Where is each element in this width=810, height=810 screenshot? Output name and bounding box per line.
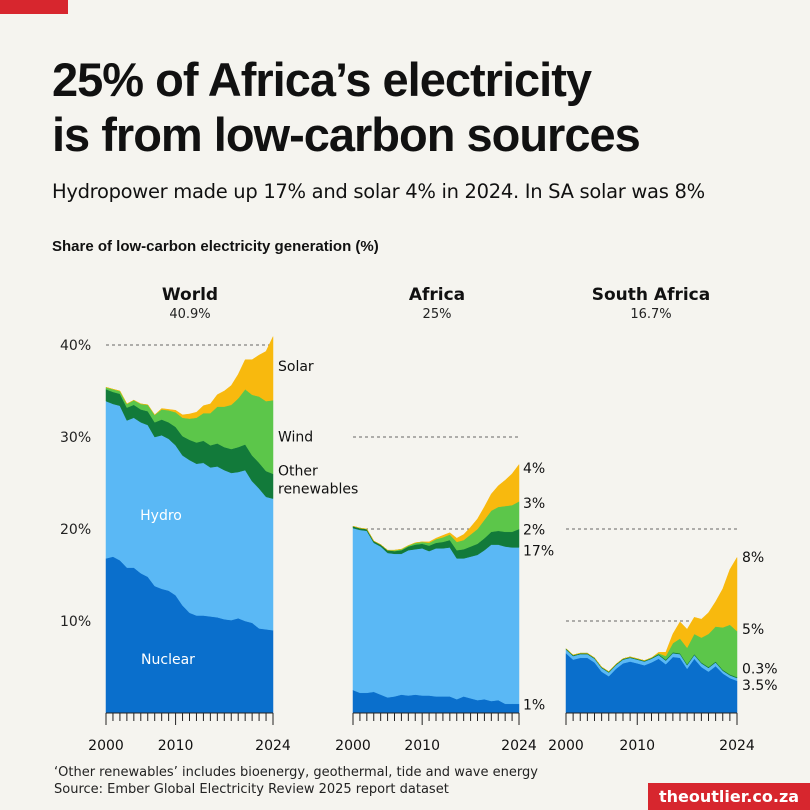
y-tick-label: 30% bbox=[60, 430, 91, 446]
top-accent-bar bbox=[0, 0, 68, 14]
series-label-world-hydro: Hydro bbox=[140, 508, 182, 524]
series-label-line: Nuclear bbox=[141, 652, 195, 668]
x-tick-label: 2010 bbox=[404, 738, 440, 754]
brand-logo[interactable]: theoutlier.co.za bbox=[648, 783, 810, 810]
series-label-line: 2% bbox=[523, 523, 545, 539]
series-label-africa-wind: 3% bbox=[523, 496, 545, 512]
series-label-line: 5% bbox=[742, 622, 764, 638]
series-label-line: 1% bbox=[523, 697, 545, 713]
footnote-source: Source: Ember Global Electricity Review … bbox=[54, 782, 449, 797]
panel-title-south-africa: South Africa bbox=[592, 285, 711, 305]
series-label-south-africa-hydro: 0.3% bbox=[742, 661, 778, 677]
x-tick-label: 2010 bbox=[158, 738, 194, 754]
x-tick-label: 2024 bbox=[501, 738, 537, 754]
series-label-line: Other bbox=[278, 464, 318, 480]
series-label-line: 4% bbox=[523, 461, 545, 477]
series-label-line: 3% bbox=[523, 496, 545, 512]
footnote-note: ‘Other renewables’ includes bioenergy, g… bbox=[54, 765, 538, 780]
series-label-world-nuclear: Nuclear bbox=[141, 652, 195, 668]
x-tick-label: 2010 bbox=[619, 738, 655, 754]
series-label-world-solar: Solar bbox=[278, 359, 314, 375]
y-tick-label: 40% bbox=[60, 338, 91, 354]
panel-total-africa: 25% bbox=[423, 307, 452, 322]
footnote: ‘Other renewables’ includes bioenergy, g… bbox=[54, 764, 538, 798]
page-subtitle: Hydropower made up 17% and solar 4% in 2… bbox=[52, 180, 705, 203]
x-tick-label: 2024 bbox=[255, 738, 291, 754]
series-label-south-africa-wind: 5% bbox=[742, 622, 764, 638]
series-label-south-africa-solar: 8% bbox=[742, 550, 764, 566]
series-label-world-other-renewables: Other renewables bbox=[278, 464, 358, 498]
panel-title-world: World bbox=[162, 285, 218, 305]
x-tick-label: 2000 bbox=[548, 738, 584, 754]
panel-total-south-africa: 16.7% bbox=[630, 307, 671, 322]
series-label-line: 17% bbox=[523, 544, 554, 560]
x-tick-label: 2000 bbox=[335, 738, 371, 754]
area-africa-solar bbox=[352, 463, 520, 551]
series-label-line: 3.5% bbox=[742, 678, 778, 694]
panel-total-world: 40.9% bbox=[169, 307, 210, 322]
series-label-line: Hydro bbox=[140, 508, 182, 524]
series-label-line: 8% bbox=[742, 550, 764, 566]
x-tick-label: 2000 bbox=[88, 738, 124, 754]
series-label-line: Solar bbox=[278, 359, 314, 375]
area-south-africa-solar bbox=[565, 556, 738, 672]
series-label-line: renewables bbox=[278, 482, 358, 498]
series-label-africa-solar: 4% bbox=[523, 461, 545, 477]
series-label-world-wind: Wind bbox=[278, 430, 313, 446]
series-label-line: Wind bbox=[278, 430, 313, 446]
area-africa-hydro bbox=[352, 527, 520, 705]
x-tick-label: 2024 bbox=[719, 738, 755, 754]
series-label-africa-nuclear: 1% bbox=[523, 697, 545, 713]
series-label-africa-other-renewables: 2% bbox=[523, 523, 545, 539]
series-label-south-africa-nuclear: 3.5% bbox=[742, 678, 778, 694]
y-tick-label: 20% bbox=[60, 522, 91, 538]
series-label-line: 0.3% bbox=[742, 661, 778, 677]
area-world-solar bbox=[105, 336, 274, 419]
panel-title-africa: Africa bbox=[409, 285, 465, 305]
chart-title: Share of low-carbon electricity generati… bbox=[52, 238, 379, 255]
series-label-africa-hydro: 17% bbox=[523, 544, 554, 560]
page-title: 25% of Africa’s electricity is from low-… bbox=[52, 53, 641, 161]
y-tick-label: 10% bbox=[60, 614, 91, 630]
